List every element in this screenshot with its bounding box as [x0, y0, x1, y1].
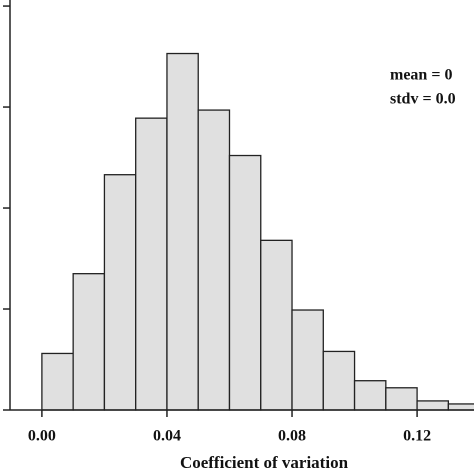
bar [416, 400, 450, 411]
bar [353, 380, 387, 411]
bar [135, 117, 168, 411]
x-tick-label: 0.04 [153, 428, 181, 445]
annotation: mean = 0 [390, 67, 452, 84]
bar [228, 154, 262, 411]
bar [166, 52, 199, 411]
bar [41, 352, 74, 411]
bar [291, 309, 324, 411]
bar [385, 387, 418, 411]
annotation: stdv = 0.0 [390, 91, 456, 108]
x-tick-label: 0.12 [403, 428, 431, 445]
bar [322, 350, 356, 411]
x-tick-label: 0.00 [28, 428, 56, 445]
bar [103, 174, 137, 411]
bar [260, 239, 293, 411]
x-tick-label: 0.08 [278, 428, 306, 445]
bar [197, 109, 231, 411]
bar [447, 403, 474, 411]
bar [72, 273, 106, 411]
x-axis-label: Coefficient of variation [180, 453, 349, 472]
